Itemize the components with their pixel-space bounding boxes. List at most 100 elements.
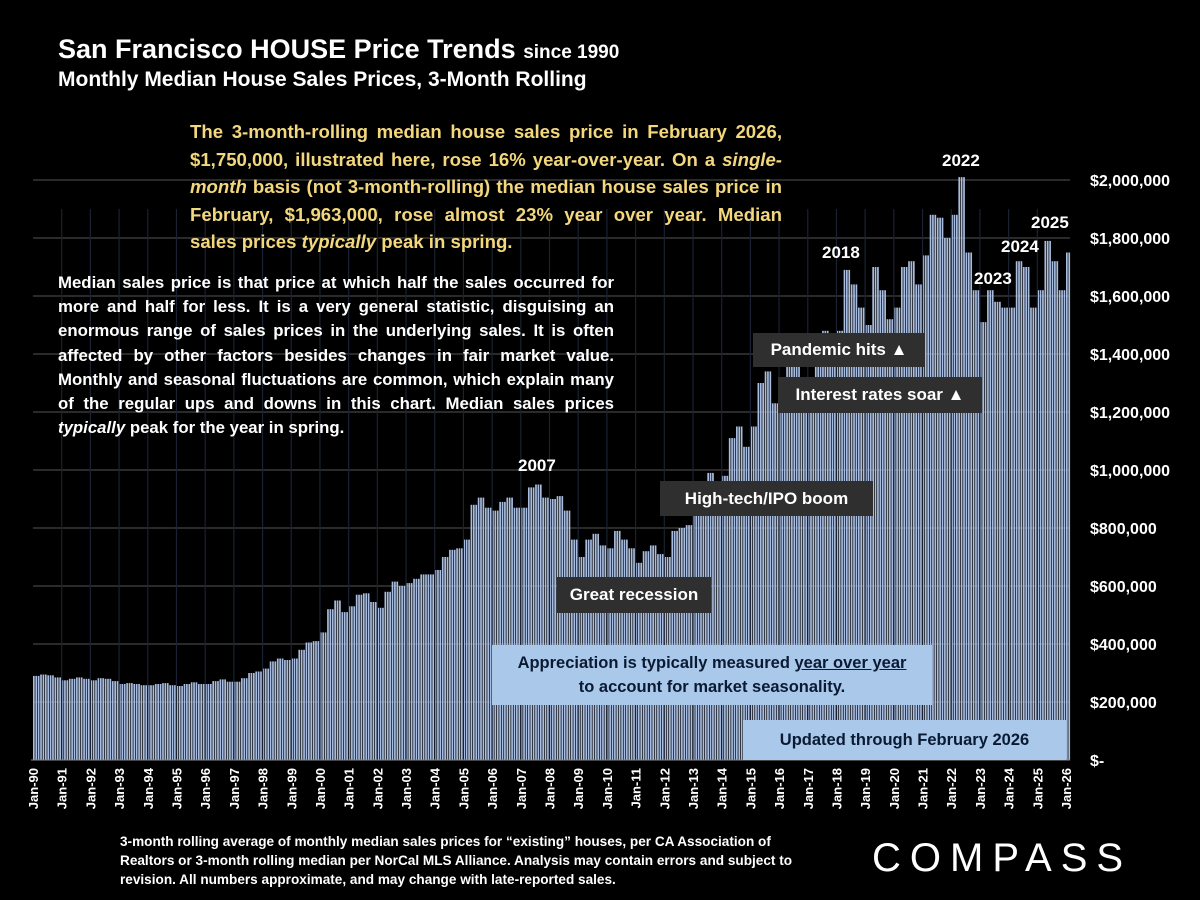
- price-bar: [714, 487, 717, 760]
- x-tick-label: Jan-18: [829, 768, 844, 809]
- price-bar: [850, 284, 853, 760]
- price-bar: [544, 497, 547, 760]
- price-bar: [334, 600, 336, 760]
- price-bar: [814, 339, 817, 760]
- y-tick-label: $200,000: [1090, 695, 1157, 712]
- price-bar: [951, 214, 953, 761]
- price-bar: [264, 668, 267, 760]
- price-bar: [410, 583, 413, 760]
- price-bar: [322, 632, 325, 760]
- price-bar: [822, 330, 824, 760]
- price-bar: [700, 481, 702, 760]
- x-tick-label: Jan-10: [600, 768, 615, 809]
- price-bar: [712, 472, 714, 760]
- price-bar: [724, 475, 726, 760]
- price-bar: [774, 403, 776, 760]
- x-tick-label: Jan-98: [256, 768, 271, 809]
- price-bar: [551, 499, 554, 760]
- price-bar: [908, 261, 910, 760]
- price-bar: [496, 510, 499, 760]
- price-bar: [853, 284, 855, 760]
- price-bar: [123, 684, 126, 760]
- price-bar: [66, 680, 69, 761]
- price-bar: [374, 602, 377, 760]
- x-tick-label: Jan-12: [657, 768, 672, 809]
- price-bar: [1018, 261, 1020, 760]
- year-label-2024: 2024: [1001, 237, 1039, 256]
- price-bar: [109, 678, 112, 760]
- price-bar: [372, 602, 375, 760]
- price-bar: [740, 426, 743, 760]
- y-tick-label: $800,000: [1090, 521, 1157, 538]
- price-bar: [743, 446, 745, 760]
- price-bar: [874, 267, 877, 760]
- price-bar: [762, 383, 765, 760]
- price-bar: [561, 496, 564, 760]
- explainer-text: Median sales price is that price at whic…: [58, 273, 614, 414]
- price-bar: [489, 507, 492, 760]
- price-bar: [812, 380, 815, 760]
- price-bar: [511, 497, 513, 760]
- price-bar: [231, 681, 234, 760]
- price-bar: [300, 649, 303, 760]
- price-bar: [90, 680, 93, 761]
- price-bar: [967, 252, 970, 760]
- price-bar: [143, 685, 145, 760]
- price-bar: [1003, 307, 1006, 760]
- price-bar: [838, 330, 841, 760]
- price-bar: [1008, 307, 1011, 760]
- price-bar: [351, 606, 353, 760]
- price-bar: [941, 217, 944, 760]
- price-bar: [692, 510, 695, 760]
- year-label-2018: 2018: [822, 243, 860, 262]
- price-bar: [946, 238, 949, 760]
- x-tick-label: Jan-17: [801, 768, 816, 809]
- x-tick-label: Jan-14: [715, 767, 730, 809]
- price-bar: [236, 681, 238, 760]
- price-bar: [731, 438, 733, 760]
- price-bar: [78, 677, 81, 760]
- price-bar: [857, 307, 860, 760]
- note-text: The 3-month-rolling median house sales p…: [190, 121, 782, 170]
- price-bar: [537, 484, 540, 760]
- price-bar: [504, 501, 506, 760]
- price-bar: [817, 339, 819, 760]
- price-bar: [494, 510, 497, 760]
- price-bar: [286, 660, 289, 760]
- price-bar: [64, 680, 66, 761]
- price-bar: [408, 583, 411, 760]
- price-bar: [566, 510, 568, 760]
- price-bar: [922, 255, 925, 760]
- price-bar: [85, 678, 88, 760]
- price-bar: [432, 574, 435, 760]
- price-bar: [991, 290, 994, 760]
- price-bar: [695, 510, 698, 760]
- price-bar: [166, 683, 169, 760]
- price-bar: [477, 497, 480, 760]
- x-tick-label: Jan-13: [686, 768, 701, 809]
- price-bar: [252, 673, 255, 760]
- price-bar: [114, 681, 116, 760]
- price-bar: [939, 217, 941, 760]
- title-suffix: since 1990: [523, 42, 620, 63]
- price-bar: [394, 581, 396, 760]
- x-tick-label: Jan-07: [514, 768, 529, 809]
- price-bar: [370, 602, 372, 760]
- price-bar: [241, 678, 243, 760]
- page-subtitle: Monthly Median House Sales Prices, 3-Mon…: [58, 68, 587, 91]
- price-bar: [226, 681, 229, 760]
- x-tick-label: Jan-96: [198, 768, 213, 809]
- price-bar: [786, 365, 788, 760]
- price-bar: [183, 684, 186, 760]
- price-bar: [224, 679, 226, 760]
- price-bar: [893, 307, 896, 760]
- price-bar: [54, 677, 57, 760]
- x-tick-label: Jan-11: [629, 768, 644, 808]
- price-bar: [456, 548, 458, 760]
- price-bar: [704, 481, 707, 760]
- price-bar: [186, 684, 188, 760]
- price-bar: [802, 388, 805, 760]
- price-bar: [209, 684, 212, 760]
- price-bar: [975, 290, 977, 760]
- price-bar: [138, 684, 140, 760]
